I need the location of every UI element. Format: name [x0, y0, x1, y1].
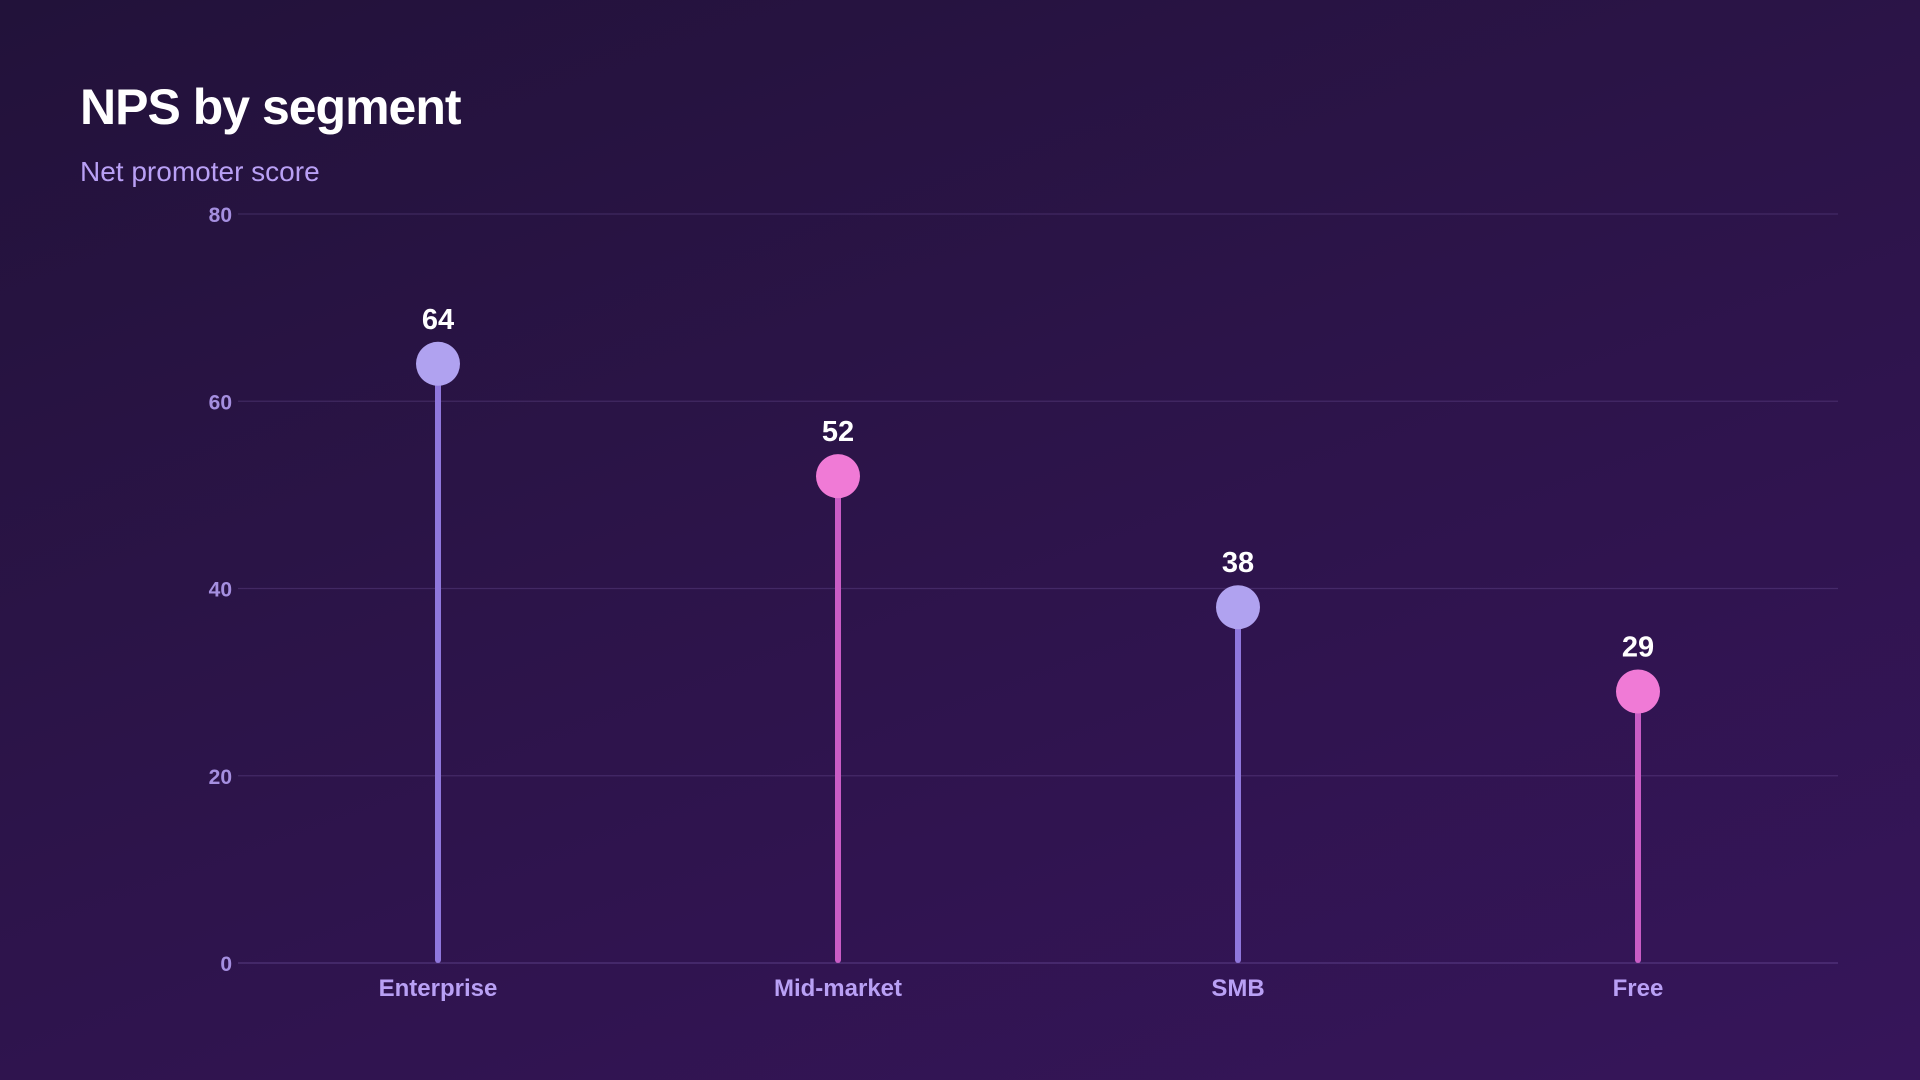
x-tick-label: Free [1613, 975, 1664, 1002]
chart-title: NPS by segment [80, 79, 462, 135]
x-tick-label: Mid-market [774, 975, 902, 1002]
stems [435, 360, 1641, 963]
y-tick-label: 60 [209, 391, 232, 414]
x-tick-label: SMB [1211, 975, 1264, 1002]
data-points [416, 341, 1660, 714]
y-tick-label: 0 [220, 953, 232, 976]
x-tick-label: Enterprise [379, 975, 498, 1002]
y-tick-label: 40 [209, 579, 232, 602]
y-axis: 0 20 40 60 80 [209, 204, 232, 976]
value-label: 29 [1622, 631, 1654, 663]
x-axis: Enterprise Mid-market SMB Free [379, 975, 1664, 1002]
value-label: 38 [1222, 547, 1254, 579]
point-free[interactable] [1616, 669, 1660, 714]
value-label: 64 [422, 304, 454, 336]
point-smb[interactable] [1216, 585, 1260, 630]
gridlines [238, 213, 1838, 964]
y-tick-label: 20 [209, 766, 232, 789]
value-label: 52 [822, 416, 854, 448]
point-mid-market[interactable] [816, 454, 860, 499]
y-tick-label: 80 [209, 204, 232, 227]
point-enterprise[interactable] [416, 341, 460, 386]
value-labels: 64 52 38 29 [422, 304, 1654, 664]
chart-subtitle: Net promoter score [80, 156, 320, 187]
